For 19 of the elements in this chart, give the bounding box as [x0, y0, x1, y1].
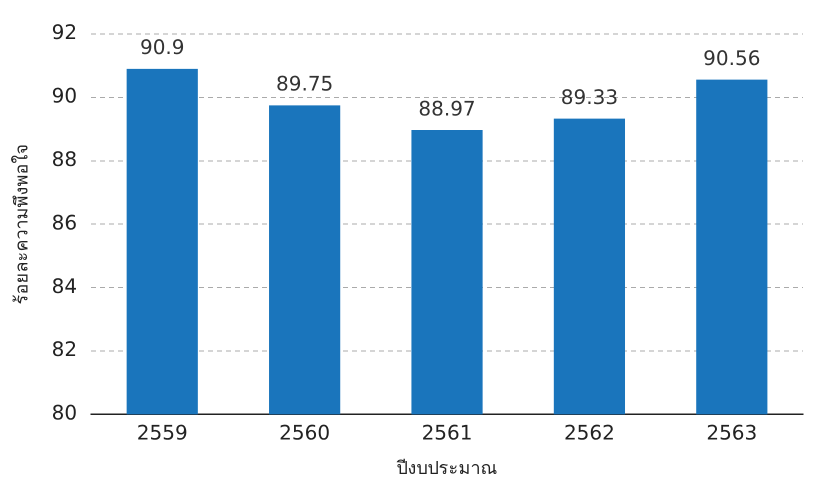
- data-label: 90.9: [140, 35, 185, 60]
- data-label: 90.56: [703, 46, 760, 70]
- x-tick-label: 2563: [706, 420, 758, 445]
- y-axis-title: ร้อยละความพึงพอใจ: [10, 144, 32, 305]
- y-tick-label: 80: [52, 400, 78, 425]
- y-tick-label: 92: [52, 20, 78, 44]
- y-tick-label: 82: [52, 337, 78, 362]
- y-tick-label: 88: [52, 147, 78, 172]
- x-tick-label: 2561: [422, 420, 472, 445]
- x-tick-label: 2560: [279, 420, 330, 445]
- data-label: 89.33: [560, 84, 618, 109]
- y-tick-label: 86: [52, 210, 78, 234]
- x-axis-title: ปีงบประมาณ: [396, 458, 498, 479]
- data-label: 89.75: [276, 72, 334, 96]
- x-tick-label: 2562: [564, 420, 615, 445]
- y-tick-label: 90: [52, 84, 78, 108]
- data-label: 88.97: [418, 96, 476, 120]
- y-tick-label: 84: [52, 274, 78, 298]
- x-tick-label: 2559: [136, 420, 188, 445]
